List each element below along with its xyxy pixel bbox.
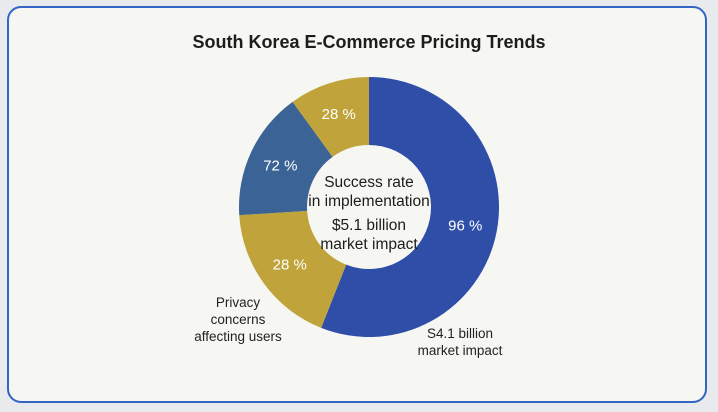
donut-slice-4 <box>292 77 369 157</box>
annotation-market-impact: S4.1 billion market impact <box>418 326 503 358</box>
annotation-line: concerns <box>211 312 266 327</box>
annotation-line: affecting users <box>194 329 282 344</box>
slice-label-2: 28 % <box>273 257 307 274</box>
chart-title: South Korea E-Commerce Pricing Trends <box>192 32 545 52</box>
center-line-3: $5.1 billion <box>332 217 406 234</box>
annotation-line: S4.1 billion <box>427 326 493 341</box>
donut-slice-1 <box>321 77 499 337</box>
slice-label-3: 72 % <box>263 157 297 174</box>
annotation-line: Privacy <box>216 295 261 310</box>
center-line-2: in implementation <box>308 193 429 210</box>
slice-labels: 96 % 28 % 72 % 28 % <box>263 106 482 274</box>
annotation-line: market impact <box>418 343 503 358</box>
slice-label-4: 28 % <box>322 106 356 123</box>
donut-slices <box>239 77 499 337</box>
donut-slice-3 <box>239 101 333 216</box>
center-label: Success rate in implementation $5.1 bill… <box>308 174 429 253</box>
center-line-1: Success rate <box>324 174 414 191</box>
center-line-4: market impact <box>320 236 418 253</box>
chart-card <box>7 6 707 403</box>
annotation-privacy: Privacy concerns affecting users <box>194 295 282 344</box>
donut-slice-2 <box>239 210 347 328</box>
slice-label-1: 96 % <box>448 217 482 234</box>
